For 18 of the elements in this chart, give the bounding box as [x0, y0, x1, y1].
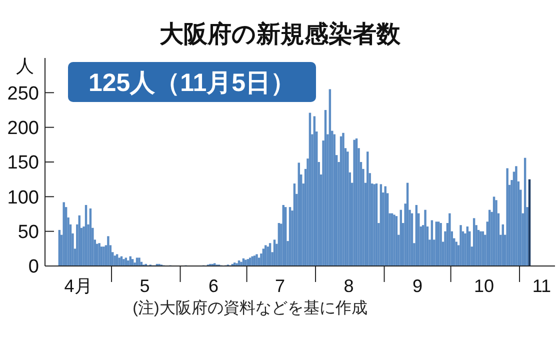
y-tick-label: 150 — [7, 152, 39, 174]
y-tick-label: 100 — [7, 187, 39, 208]
text: (注)大阪府の資料などを基に作成 — [132, 299, 368, 317]
chart-title: 大阪府の新規感染者数 — [160, 21, 402, 48]
annotation: 125人（11月5日） — [88, 69, 296, 97]
y-tick-label: 250 — [7, 83, 39, 104]
y-tick-label: 50 — [18, 222, 39, 243]
x-tick-label: 7 — [275, 276, 286, 296]
x-tick-label: 8 — [344, 276, 354, 296]
x-tick-label: 4月 — [64, 276, 92, 296]
x-tick-label: 6 — [208, 276, 219, 296]
y-tick-label: 0 — [28, 256, 39, 278]
x-tick-label: 11 — [532, 276, 552, 296]
x-tick-label: 10 — [474, 276, 494, 296]
y-tick-label: 200 — [7, 118, 39, 139]
y-axis-title: 人 — [16, 56, 34, 76]
x-tick-label: 5 — [140, 276, 150, 296]
x-tick-label: 9 — [412, 276, 423, 296]
